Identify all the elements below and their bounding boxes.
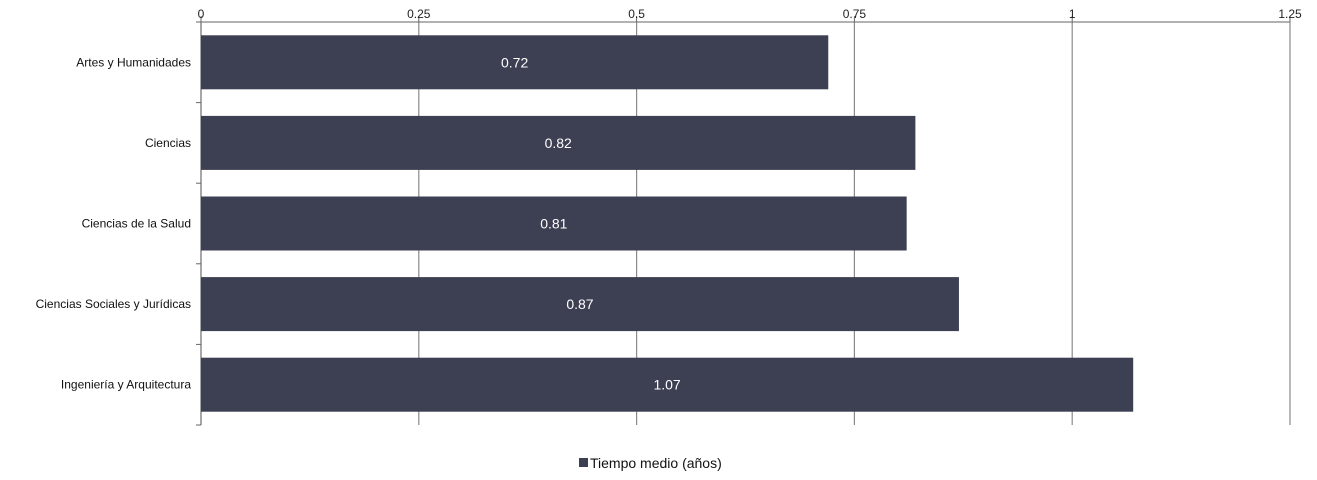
x-tick-label: 0 [198,7,205,21]
data-label: 0.72 [501,54,528,70]
legend: Tiempo medio (años) [579,455,722,471]
data-label: 0.82 [545,135,572,151]
bars [201,35,1133,411]
category-label: Ingeniería y Arquitectura [61,378,191,392]
data-label: 0.87 [566,296,593,312]
x-tick-label: 0.5 [628,7,645,21]
data-label: 0.81 [540,216,567,232]
x-tick-label: 1.25 [1278,7,1302,21]
category-label: Artes y Humanidades [76,55,191,69]
data-label: 1.07 [653,377,680,393]
x-tick-label: 0.75 [843,7,867,21]
category-label: Ciencias Sociales y Jurídicas [36,297,191,311]
category-label: Ciencias de la Salud [82,217,191,231]
legend-label: Tiempo medio (años) [590,455,722,471]
category-label: Ciencias [145,136,191,150]
legend-swatch [579,458,588,467]
x-tick-label: 1 [1069,7,1076,21]
x-tick-label: 0.25 [407,7,431,21]
